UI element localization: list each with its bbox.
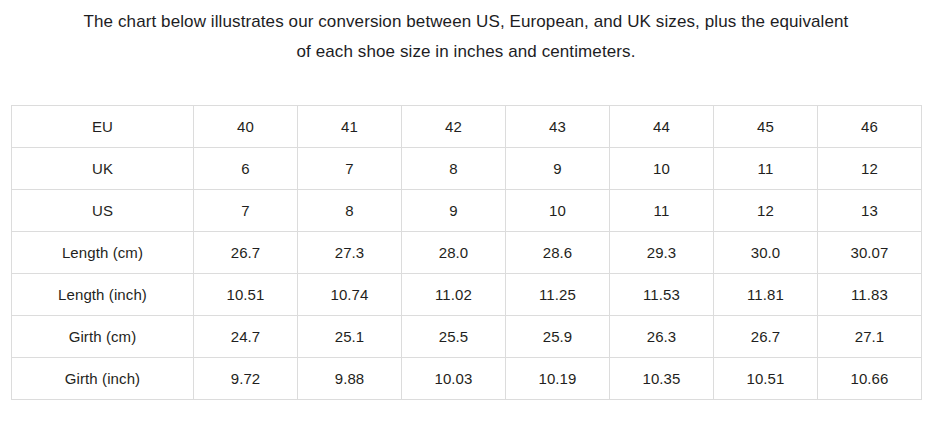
value-cell: 8 (402, 148, 506, 190)
value-cell: 10.35 (610, 358, 714, 400)
value-cell: 26.7 (194, 232, 298, 274)
table-body: EU40414243444546UK6789101112US7891011121… (12, 106, 922, 400)
value-cell: 11.25 (506, 274, 610, 316)
value-cell: 45 (714, 106, 818, 148)
value-cell: 11.02 (402, 274, 506, 316)
value-cell: 10 (506, 190, 610, 232)
size-conversion-table: EU40414243444546UK6789101112US7891011121… (11, 105, 922, 400)
table-row: Length (cm)26.727.328.028.629.330.030.07 (12, 232, 922, 274)
table-row: Length (inch)10.5110.7411.0211.2511.5311… (12, 274, 922, 316)
row-label-cell: Girth (inch) (12, 358, 194, 400)
value-cell: 10.03 (402, 358, 506, 400)
value-cell: 25.9 (506, 316, 610, 358)
value-cell: 25.5 (402, 316, 506, 358)
table-row: Girth (inch)9.729.8810.0310.1910.3510.51… (12, 358, 922, 400)
value-cell: 7 (194, 190, 298, 232)
row-label-cell: EU (12, 106, 194, 148)
value-cell: 30.0 (714, 232, 818, 274)
value-cell: 9 (402, 190, 506, 232)
value-cell: 7 (298, 148, 402, 190)
value-cell: 9.88 (298, 358, 402, 400)
value-cell: 11.83 (818, 274, 922, 316)
intro-line-1: The chart below illustrates our conversi… (0, 7, 932, 37)
value-cell: 11 (610, 190, 714, 232)
value-cell: 12 (818, 148, 922, 190)
value-cell: 26.3 (610, 316, 714, 358)
row-label-cell: UK (12, 148, 194, 190)
value-cell: 13 (818, 190, 922, 232)
intro-line-2: of each shoe size in inches and centimet… (0, 37, 932, 67)
value-cell: 27.3 (298, 232, 402, 274)
value-cell: 29.3 (610, 232, 714, 274)
value-cell: 41 (298, 106, 402, 148)
value-cell: 8 (298, 190, 402, 232)
value-cell: 12 (714, 190, 818, 232)
value-cell: 11 (714, 148, 818, 190)
value-cell: 11.81 (714, 274, 818, 316)
value-cell: 9 (506, 148, 610, 190)
table-row: US78910111213 (12, 190, 922, 232)
row-label-cell: Girth (cm) (12, 316, 194, 358)
table-row: Girth (cm)24.725.125.525.926.326.727.1 (12, 316, 922, 358)
value-cell: 10.51 (194, 274, 298, 316)
row-label-cell: US (12, 190, 194, 232)
size-conversion-page: The chart below illustrates our conversi… (0, 0, 932, 424)
value-cell: 43 (506, 106, 610, 148)
value-cell: 28.6 (506, 232, 610, 274)
value-cell: 24.7 (194, 316, 298, 358)
value-cell: 40 (194, 106, 298, 148)
table-row: EU40414243444546 (12, 106, 922, 148)
value-cell: 46 (818, 106, 922, 148)
value-cell: 44 (610, 106, 714, 148)
row-label-cell: Length (inch) (12, 274, 194, 316)
value-cell: 10.51 (714, 358, 818, 400)
value-cell: 27.1 (818, 316, 922, 358)
intro-text: The chart below illustrates our conversi… (0, 0, 932, 67)
table-row: UK6789101112 (12, 148, 922, 190)
value-cell: 6 (194, 148, 298, 190)
value-cell: 10.66 (818, 358, 922, 400)
value-cell: 30.07 (818, 232, 922, 274)
value-cell: 10 (610, 148, 714, 190)
value-cell: 11.53 (610, 274, 714, 316)
value-cell: 28.0 (402, 232, 506, 274)
row-label-cell: Length (cm) (12, 232, 194, 274)
value-cell: 10.74 (298, 274, 402, 316)
value-cell: 26.7 (714, 316, 818, 358)
value-cell: 9.72 (194, 358, 298, 400)
value-cell: 10.19 (506, 358, 610, 400)
value-cell: 42 (402, 106, 506, 148)
value-cell: 25.1 (298, 316, 402, 358)
